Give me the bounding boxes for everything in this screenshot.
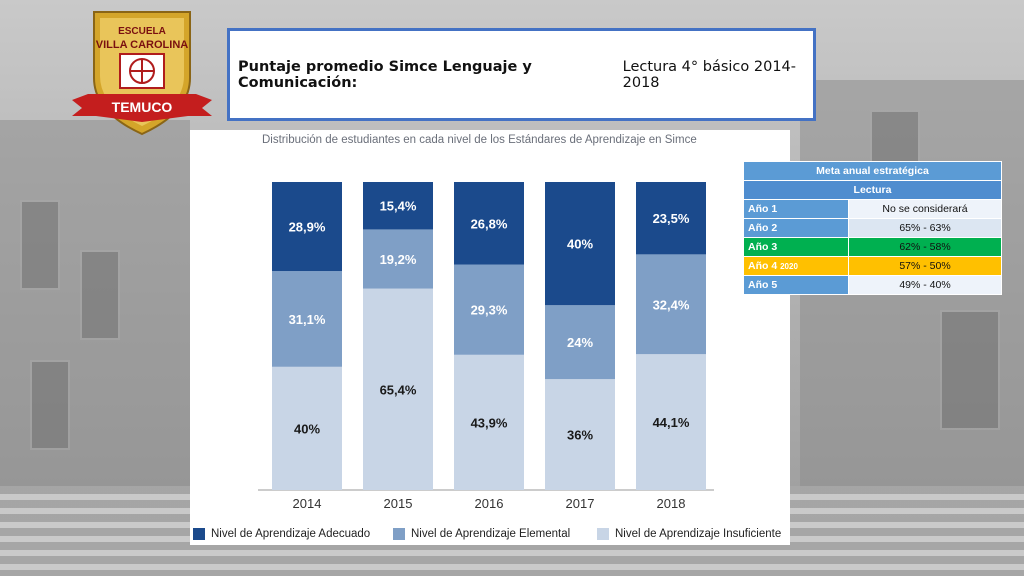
legend-item-adecuado: Nivel de Aprendizaje Adecuado [193,528,370,540]
page-title-bold: Puntaje promedio Simce Lenguaje y Comuni… [238,58,532,91]
data-label: 28,9% [289,220,326,235]
school-logo: ESCUELA VILLA CAROLINA TEMUCO [70,8,214,140]
legend-label-adecuado: Nivel de Aprendizaje Adecuado [211,528,371,540]
goal-row: Año 1 No se considerará [743,199,1002,219]
bar-segment [363,288,433,490]
legend-swatch-insuficiente [597,528,609,540]
goal-year-label: Año 4 [748,260,778,272]
goal-value: 65% - 63% [848,218,1002,238]
logo-name: VILLA CAROLINA [96,39,189,51]
goal-row: Año 2 65% - 63% [743,218,1002,238]
data-label: 15,4% [380,199,417,214]
bar-segment [272,366,342,490]
goal-year-label: Año 5 [743,275,849,295]
goal-row: Año 4 2020 57% - 50% [743,256,1002,276]
bar-segment [545,305,615,380]
page-title-box: Puntaje promedio Simce Lenguaje y Comuni… [227,28,816,121]
bar-segment [363,229,433,289]
logo-top-text: ESCUELA [118,26,166,37]
goal-value: 62% - 58% [848,237,1002,257]
legend-swatch-adecuado [193,528,205,540]
data-label: 26,8% [471,216,508,231]
goals-subtitle: Lectura [743,180,1002,200]
goal-year-label-cell: Año 4 2020 [743,256,849,276]
data-label: 24% [567,335,593,350]
goals-title: Meta anual estratégica [743,161,1002,181]
data-label: 19,2% [380,252,417,267]
goal-year-suffix: 2020 [780,262,798,271]
goal-value: No se considerará [848,199,1002,219]
goal-value: 57% - 50% [848,256,1002,276]
goal-row: Año 3 62% - 58% [743,237,1002,257]
goal-year-label: Año 1 [743,199,849,219]
goals-table: Meta anual estratégica Lectura Año 1 No … [743,161,1002,295]
x-tick-label: 2015 [384,496,413,511]
bar-segment [636,182,706,255]
bar-segment [545,379,615,490]
data-label: 36% [567,428,593,443]
data-label: 44,1% [653,415,690,430]
x-tick-label: 2016 [475,496,504,511]
legend-swatch-elemental [393,528,405,540]
x-tick-label: 2017 [566,496,595,511]
data-label: 29,3% [471,303,508,318]
data-label: 23,5% [653,211,690,226]
data-label: 40% [294,421,320,436]
bar-segment [545,182,615,306]
logo-city: TEMUCO [112,99,173,115]
data-label: 40% [567,237,593,252]
page-title-subject: Lectura 4° básico 2014-2018 [622,58,797,91]
bar-segment [272,271,342,367]
bar-segment [454,182,524,265]
x-tick-label: 2018 [657,496,686,511]
goal-value: 49% - 40% [848,275,1002,295]
stacked-bar-chart: 40% 31,1% 28,9% 2014 65,4% 19,2% 15,4% 2015 43,9… [258,182,714,511]
data-label: 31,1% [289,312,326,327]
bar-segment [272,182,342,272]
data-label: 43,9% [471,415,508,430]
legend-item-insuficiente: Nivel de Aprendizaje Insuficiente [597,528,781,540]
goal-year-label: Año 3 [743,237,849,257]
bar-segment [454,264,524,355]
legend-item-elemental: Nivel de Aprendizaje Elemental [393,528,570,540]
chart-title: Distribución de estudiantes en cada nive… [262,134,697,146]
data-label: 32,4% [653,297,690,312]
goal-year-label: Año 2 [743,218,849,238]
legend-label-insuficiente: Nivel de Aprendizaje Insuficiente [615,528,782,540]
x-tick-label: 2014 [293,496,322,511]
bar-segment [636,254,706,355]
data-label: 65,4% [380,382,417,397]
bar-segment [636,354,706,490]
goal-row: Año 5 49% - 40% [743,275,1002,295]
legend-label-elemental: Nivel de Aprendizaje Elemental [411,528,571,540]
bar-segment [454,354,524,490]
bar-segment [363,182,433,230]
